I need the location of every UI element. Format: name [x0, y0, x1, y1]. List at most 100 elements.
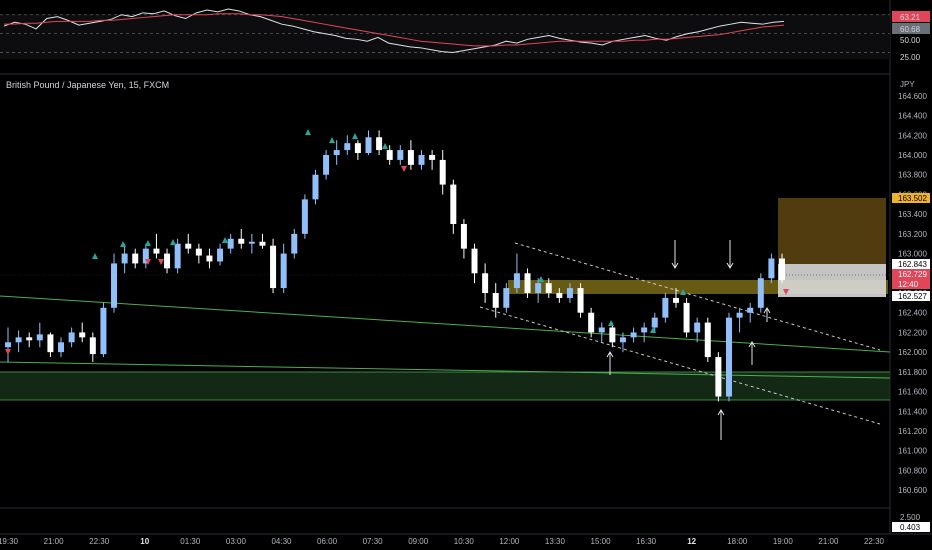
- price-tick-label: 162.400: [898, 309, 927, 318]
- trendline-lower: [0, 361, 891, 379]
- candle-body: [312, 174, 319, 200]
- zones-layer: [0, 198, 890, 401]
- candle-body: [36, 334, 43, 341]
- candle-body: [662, 297, 669, 318]
- candle-body: [301, 199, 308, 234]
- lower-value-badge: [892, 522, 930, 532]
- candle-body: [704, 322, 711, 358]
- candle-body: [344, 143, 351, 151]
- candle-body: [736, 312, 743, 318]
- candle-body: [609, 327, 616, 343]
- price-tick-label: 164.600: [898, 92, 927, 101]
- candle-body: [492, 293, 499, 308]
- candle-body: [672, 297, 679, 303]
- signal-up-triangle: [222, 237, 228, 243]
- price-tick-label: 161.800: [898, 368, 927, 377]
- candle-body: [100, 307, 107, 355]
- rsi-ma-line: [4, 13, 785, 47]
- candles-layer: [5, 130, 785, 402]
- candle-body: [566, 288, 573, 298]
- signal-up-triangle: [170, 239, 176, 245]
- time-tick-label: 22:30: [864, 537, 885, 546]
- signal-up-triangle: [329, 137, 335, 143]
- time-tick-label: 21:00: [818, 537, 839, 546]
- signal-down-triangle: [158, 259, 164, 265]
- candle-body: [619, 337, 626, 343]
- candle-body: [397, 150, 404, 160]
- time-tick-label: 18:00: [727, 537, 748, 546]
- candle-body: [460, 224, 467, 249]
- down-arrow-head: [671, 262, 679, 269]
- currency-unit: JPY: [900, 80, 915, 89]
- price-tick-label: 163.000: [898, 250, 927, 259]
- down-arrow-head: [726, 262, 734, 269]
- candle-body: [227, 238, 234, 249]
- time-axis[interactable]: 19:30 21:00 22:30 10 01:30 03:00 04:30 06:00 07:…: [0, 537, 885, 546]
- candle-body: [185, 243, 192, 249]
- candle-body: [195, 248, 202, 256]
- price-tick-label: 161.000: [898, 447, 927, 456]
- price-tick-label: 164.400: [898, 112, 927, 121]
- signal-up-triangle: [120, 241, 126, 247]
- demand-zone: [0, 372, 890, 400]
- price-tick-label: 161.400: [898, 407, 927, 416]
- time-tick-label: 10:30: [454, 537, 475, 546]
- time-tick-label: 15:00: [591, 537, 612, 546]
- rsi-value-badge: [892, 11, 930, 22]
- candle-body: [386, 150, 393, 160]
- candle-body: [725, 317, 732, 397]
- signal-up-triangle: [145, 240, 151, 246]
- candle-body: [248, 241, 255, 244]
- price-tick-label: 164.200: [898, 131, 927, 140]
- candle-body: [142, 248, 149, 264]
- price-badge: [892, 259, 930, 269]
- candle-body: [598, 327, 605, 333]
- price-tick-label: 160.800: [898, 466, 927, 475]
- candle-body: [164, 253, 171, 269]
- price-tick-label: 163.800: [898, 171, 927, 180]
- candle-body: [217, 248, 224, 262]
- signal-down-triangle: [783, 289, 789, 295]
- candle-body: [694, 322, 701, 333]
- candle-body: [524, 273, 531, 293]
- price-tick-label: 163.400: [898, 210, 927, 219]
- time-tick-label: 12:00: [499, 537, 520, 546]
- candle-body: [259, 241, 266, 246]
- up-arrow-head: [606, 351, 614, 358]
- rsi-axis-label: 60.68: [900, 25, 921, 34]
- trendline-upper: [0, 295, 891, 353]
- price-axis[interactable]: 164.600164.400164.200164.000163.800163.6…: [892, 92, 930, 495]
- candle-body: [26, 337, 33, 341]
- time-tick-label: 13:30: [545, 537, 566, 546]
- signal-up-triangle: [92, 253, 98, 259]
- candle-body: [768, 258, 775, 279]
- signal-up-triangle: [608, 320, 614, 326]
- time-tick-label: 19:00: [773, 537, 794, 546]
- candle-body: [588, 312, 595, 333]
- time-tick-label: 03:00: [226, 537, 247, 546]
- price-tick-label: 161.200: [898, 427, 927, 436]
- trendlines-layer: [0, 242, 891, 425]
- candle-body: [270, 245, 277, 289]
- candle-body: [471, 248, 478, 274]
- price-tick-label: 162.200: [898, 328, 927, 337]
- time-tick-label: 19:30: [0, 537, 19, 546]
- candle-body: [153, 248, 160, 254]
- candle-body: [5, 342, 11, 348]
- candle-body: [577, 288, 584, 313]
- price-tick-label: 164.000: [898, 151, 927, 160]
- candle-body: [15, 337, 22, 343]
- candle-body: [651, 317, 658, 328]
- candle-body: [482, 273, 489, 293]
- candle-body: [323, 155, 330, 175]
- price-badge-label: 162.527: [898, 292, 927, 301]
- time-tick-label: 06:00: [317, 537, 338, 546]
- candle-body: [333, 150, 340, 155]
- time-tick-label: 09:00: [408, 537, 429, 546]
- signal-up-triangle: [650, 327, 656, 333]
- candle-body: [503, 288, 510, 308]
- time-tick-label: 22:30: [89, 537, 110, 546]
- price-badge: [892, 291, 930, 301]
